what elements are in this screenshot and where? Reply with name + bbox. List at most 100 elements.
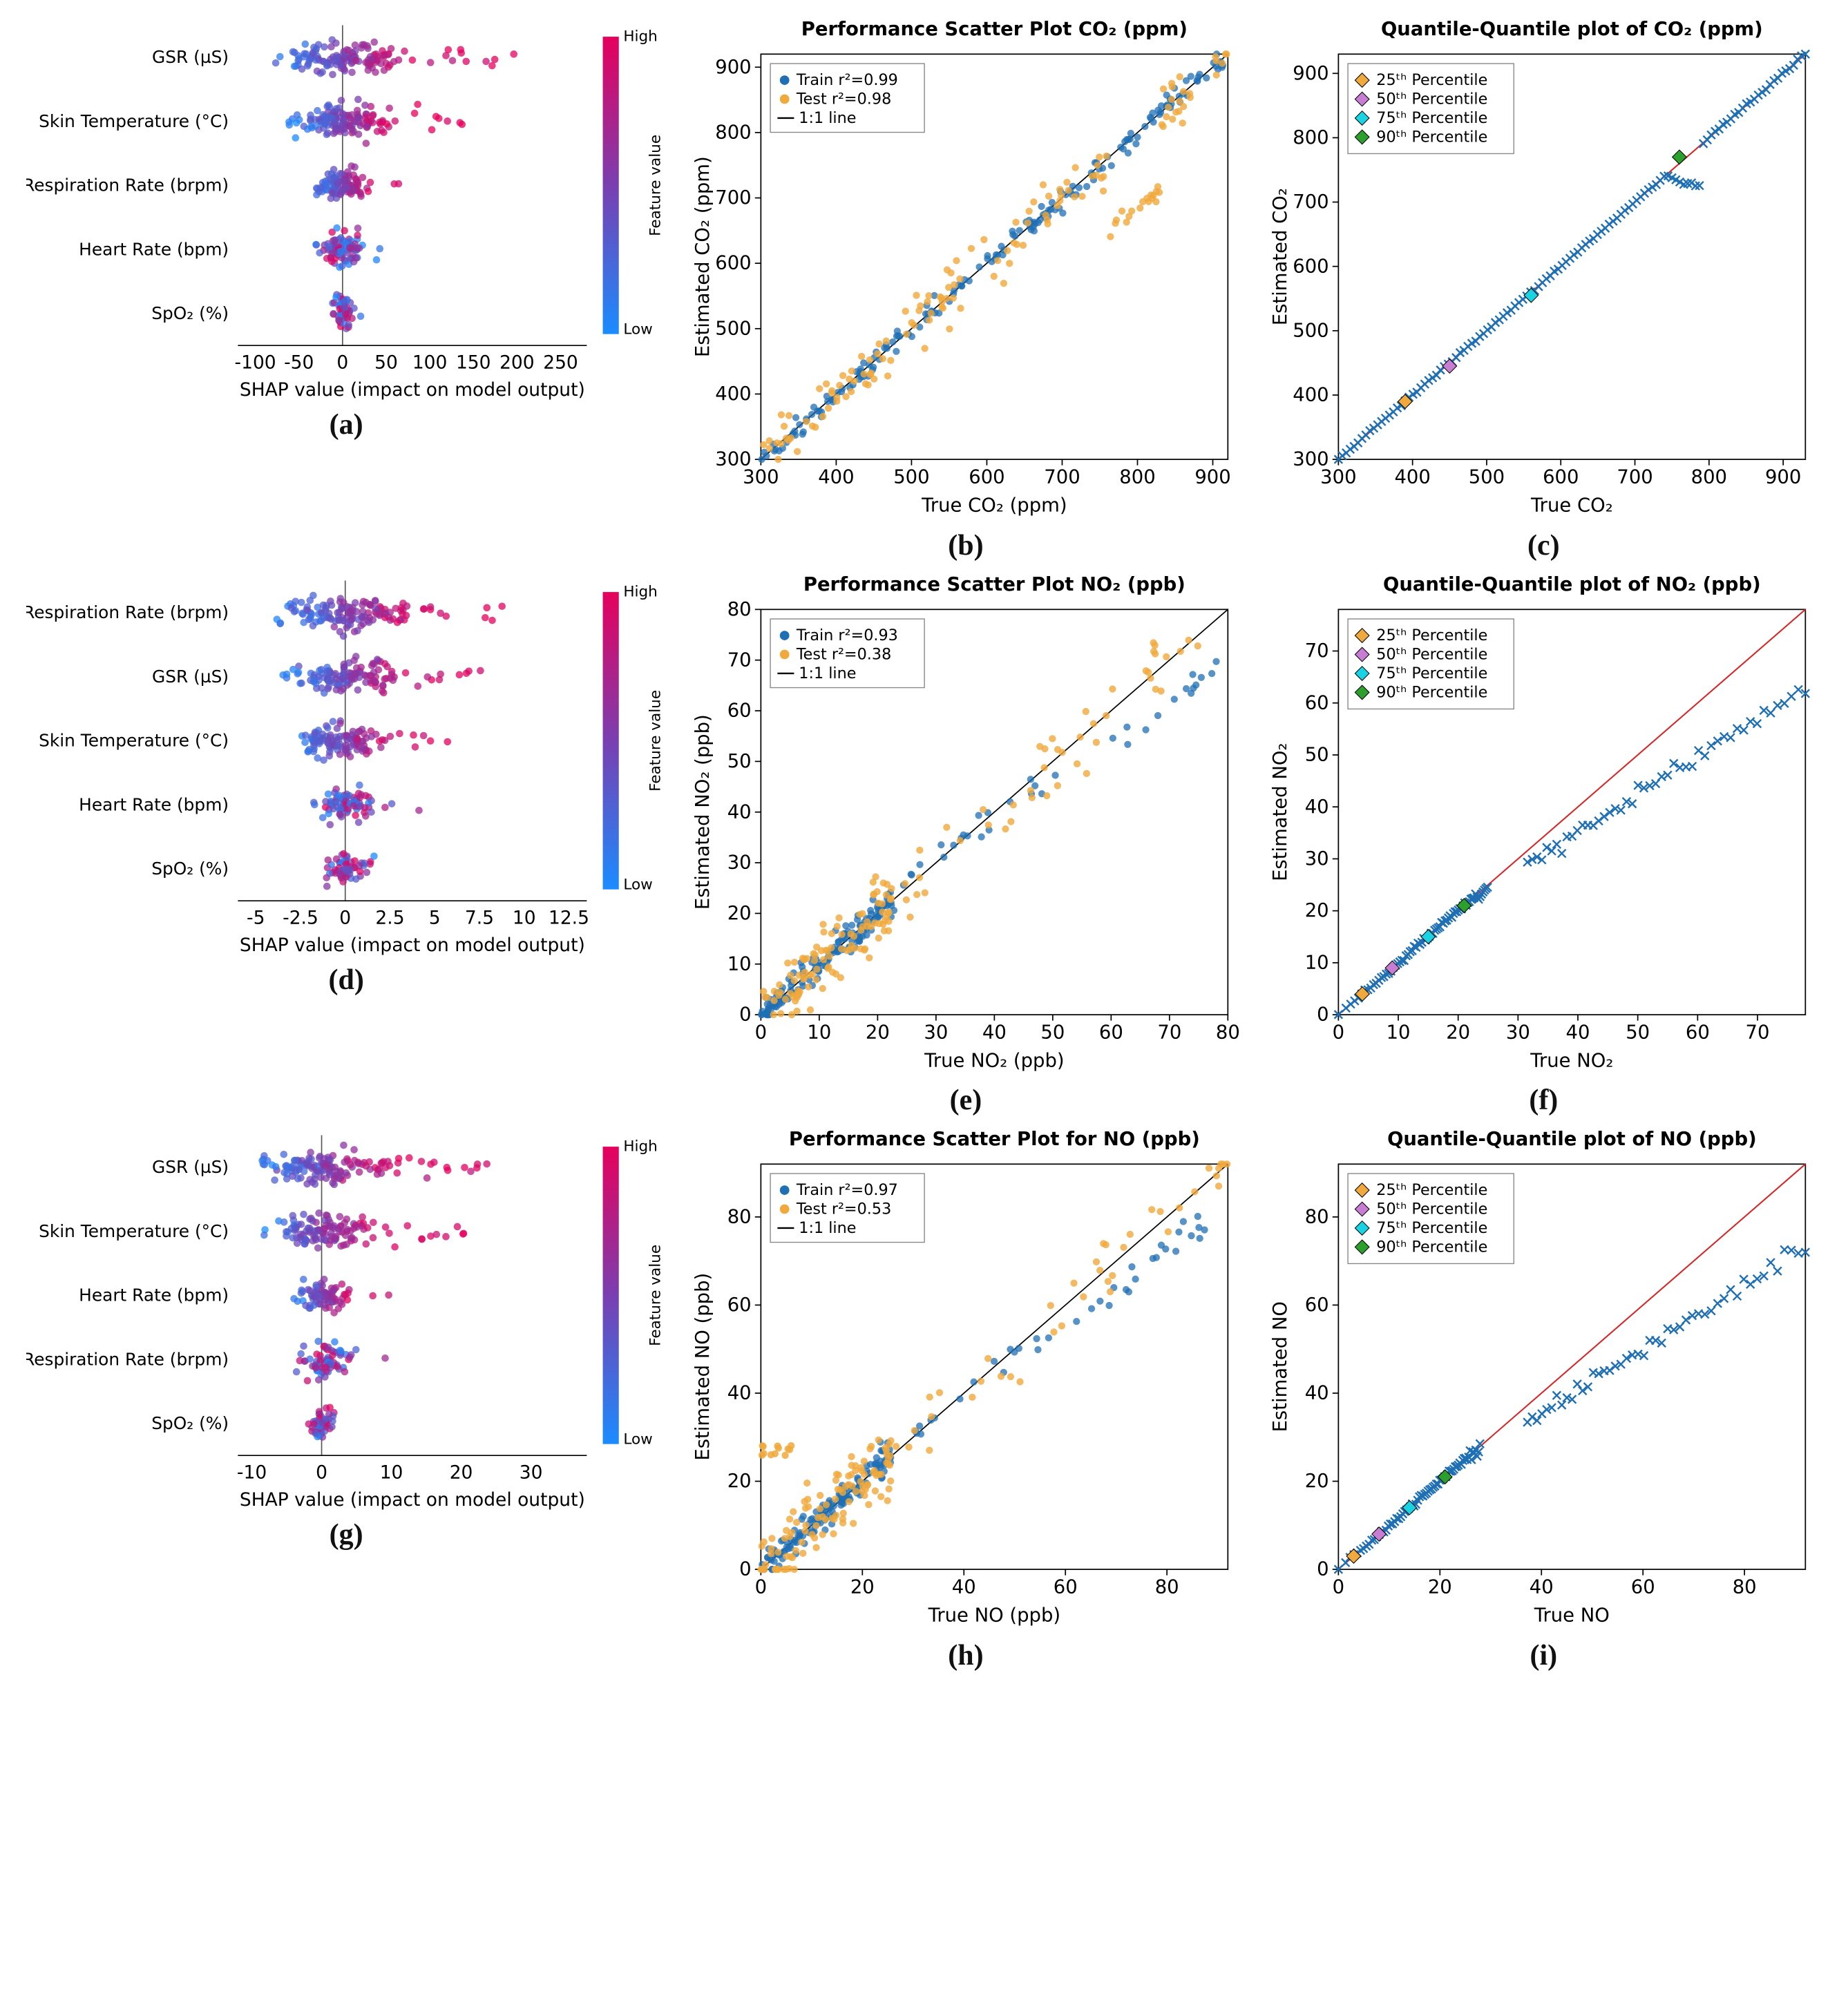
svg-text:600: 600 <box>969 466 1004 488</box>
svg-text:True CO₂ (ppm): True CO₂ (ppm) <box>921 495 1067 517</box>
svg-text:700: 700 <box>1044 466 1080 488</box>
svg-text:20: 20 <box>850 1577 875 1598</box>
svg-text:Estimated NO: Estimated NO <box>1270 1301 1291 1432</box>
svg-text:700: 700 <box>715 187 751 209</box>
svg-text:SpO₂ (%): SpO₂ (%) <box>151 303 229 323</box>
panel-label: (a) <box>330 408 363 441</box>
svg-text:Test r²=0.53: Test r²=0.53 <box>796 1200 891 1218</box>
svg-text:40: 40 <box>727 1383 752 1404</box>
svg-text:60: 60 <box>1305 692 1329 714</box>
svg-text:60: 60 <box>1686 1022 1710 1043</box>
svg-text:10: 10 <box>1387 1022 1411 1043</box>
svg-text:Estimated NO₂ (ppb): Estimated NO₂ (ppb) <box>692 714 714 910</box>
svg-text:90ᵗʰ Percentile: 90ᵗʰ Percentile <box>1376 683 1487 701</box>
svg-text:12.5: 12.5 <box>548 907 589 928</box>
panel-label: (b) <box>948 529 983 562</box>
panel-label: (f) <box>1529 1084 1558 1117</box>
svg-text:20: 20 <box>727 903 752 924</box>
svg-text:90ᵗʰ Percentile: 90ᵗʰ Percentile <box>1376 1238 1487 1256</box>
qq-plot: 020406080020406080Quantile-Quantile plot… <box>1265 1124 1822 1634</box>
svg-text:-2.5: -2.5 <box>283 907 318 928</box>
svg-text:25ᵗʰ Percentile: 25ᵗʰ Percentile <box>1376 71 1487 89</box>
svg-text:400: 400 <box>715 383 751 405</box>
svg-text:Quantile-Quantile plot of CO₂: Quantile-Quantile plot of CO₂ (ppm) <box>1381 19 1763 40</box>
svg-text:Heart Rate (bpm): Heart Rate (bpm) <box>79 1285 229 1305</box>
svg-text:Skin Temperature (°C): Skin Temperature (°C) <box>39 1221 229 1241</box>
svg-text:Test r²=0.98: Test r²=0.98 <box>796 90 891 108</box>
svg-text:20: 20 <box>449 1462 473 1484</box>
svg-text:75ᵗʰ Percentile: 75ᵗʰ Percentile <box>1376 109 1487 127</box>
svg-text:40: 40 <box>1566 1022 1590 1043</box>
svg-text:0: 0 <box>754 1022 766 1043</box>
svg-text:Respiration Rate (brpm): Respiration Rate (brpm) <box>26 602 229 622</box>
svg-text:10: 10 <box>1305 952 1329 973</box>
svg-text:Respiration Rate (brpm): Respiration Rate (brpm) <box>26 175 229 195</box>
svg-text:10: 10 <box>512 907 535 928</box>
svg-text:5: 5 <box>428 907 440 928</box>
svg-text:Performance Scatter Plot for N: Performance Scatter Plot for NO (ppb) <box>789 1129 1200 1150</box>
svg-text:80: 80 <box>727 1207 752 1228</box>
svg-text:Skin Temperature (°C): Skin Temperature (°C) <box>39 111 229 131</box>
svg-text:900: 900 <box>715 57 751 78</box>
svg-text:True CO₂: True CO₂ <box>1530 495 1613 517</box>
panel-label: (h) <box>948 1639 983 1672</box>
panel-label: (e) <box>950 1084 982 1117</box>
svg-text:20: 20 <box>1305 900 1329 921</box>
svg-text:0: 0 <box>754 1577 766 1598</box>
svg-text:40: 40 <box>952 1577 976 1598</box>
svg-text:7.5: 7.5 <box>464 907 493 928</box>
svg-text:20: 20 <box>1428 1577 1452 1598</box>
qq-plot: 010203040506070010203040506070Quantile-Q… <box>1265 569 1822 1079</box>
svg-text:SHAP value (impact on model ou: SHAP value (impact on model output) <box>239 1490 584 1511</box>
svg-text:2.5: 2.5 <box>375 907 404 928</box>
svg-text:150: 150 <box>455 352 490 373</box>
svg-text:SpO₂ (%): SpO₂ (%) <box>151 1414 229 1434</box>
svg-text:50: 50 <box>1040 1022 1065 1043</box>
svg-text:30: 30 <box>1305 848 1329 870</box>
svg-text:600: 600 <box>1293 256 1328 277</box>
svg-text:10: 10 <box>727 953 752 975</box>
svg-text:40: 40 <box>1305 796 1329 817</box>
shap-panel: GSR (µS)Skin Temperature (°C)Heart Rate … <box>26 1124 667 1672</box>
scatter-panel: 3004005006007008009003004005006007008009… <box>687 14 1244 562</box>
svg-text:40: 40 <box>1530 1577 1554 1598</box>
svg-text:30: 30 <box>727 852 752 873</box>
svg-text:80: 80 <box>1154 1577 1179 1598</box>
svg-text:Feature value: Feature value <box>647 690 664 792</box>
svg-text:25ᵗʰ Percentile: 25ᵗʰ Percentile <box>1376 1181 1487 1199</box>
svg-text:Performance Scatter Plot CO₂ (: Performance Scatter Plot CO₂ (ppm) <box>801 19 1188 40</box>
svg-text:SpO₂ (%): SpO₂ (%) <box>151 859 229 879</box>
svg-text:20: 20 <box>727 1471 752 1493</box>
panel-label: (g) <box>330 1518 363 1551</box>
svg-text:400: 400 <box>818 466 854 488</box>
svg-text:Estimated NO (ppb): Estimated NO (ppb) <box>692 1273 714 1461</box>
svg-text:Respiration Rate (brpm): Respiration Rate (brpm) <box>26 1350 229 1370</box>
svg-text:0: 0 <box>1333 1022 1344 1043</box>
shap-panel: GSR (µS)Skin Temperature (°C)Respiration… <box>26 14 667 562</box>
svg-text:High: High <box>623 1138 657 1156</box>
svg-text:0: 0 <box>336 352 348 373</box>
svg-text:250: 250 <box>543 352 578 373</box>
svg-text:0: 0 <box>739 1559 751 1580</box>
svg-text:30: 30 <box>1506 1022 1530 1043</box>
svg-text:800: 800 <box>1691 466 1727 488</box>
svg-text:True NO: True NO <box>1534 1605 1610 1627</box>
svg-text:Feature value: Feature value <box>647 135 664 236</box>
svg-text:900: 900 <box>1765 466 1801 488</box>
svg-text:200: 200 <box>499 352 535 373</box>
performance-scatter: 020406080020406080Performance Scatter Pl… <box>687 1124 1244 1634</box>
svg-text:20: 20 <box>1446 1022 1470 1043</box>
panel-label: (d) <box>328 964 363 997</box>
svg-text:1:1 line: 1:1 line <box>799 1219 856 1237</box>
svg-text:Heart Rate (bpm): Heart Rate (bpm) <box>79 239 229 259</box>
svg-text:900: 900 <box>1293 63 1328 84</box>
svg-text:-100: -100 <box>234 352 276 373</box>
svg-text:50ᵗʰ Percentile: 50ᵗʰ Percentile <box>1376 645 1487 663</box>
scatter-panel: 0102030405060708001020304050607080Perfor… <box>687 569 1244 1118</box>
shap-beeswarm: Respiration Rate (brpm)GSR (µS)Skin Temp… <box>26 569 667 958</box>
figure-grid: GSR (µS) Skin Temperature (°C) Respiration… <box>26 14 1822 1672</box>
svg-text:50: 50 <box>1305 744 1329 765</box>
svg-text:Feature value: Feature value <box>647 1245 664 1346</box>
svg-text:50: 50 <box>374 352 398 373</box>
svg-text:GSR (µS): GSR (µS) <box>152 667 229 687</box>
